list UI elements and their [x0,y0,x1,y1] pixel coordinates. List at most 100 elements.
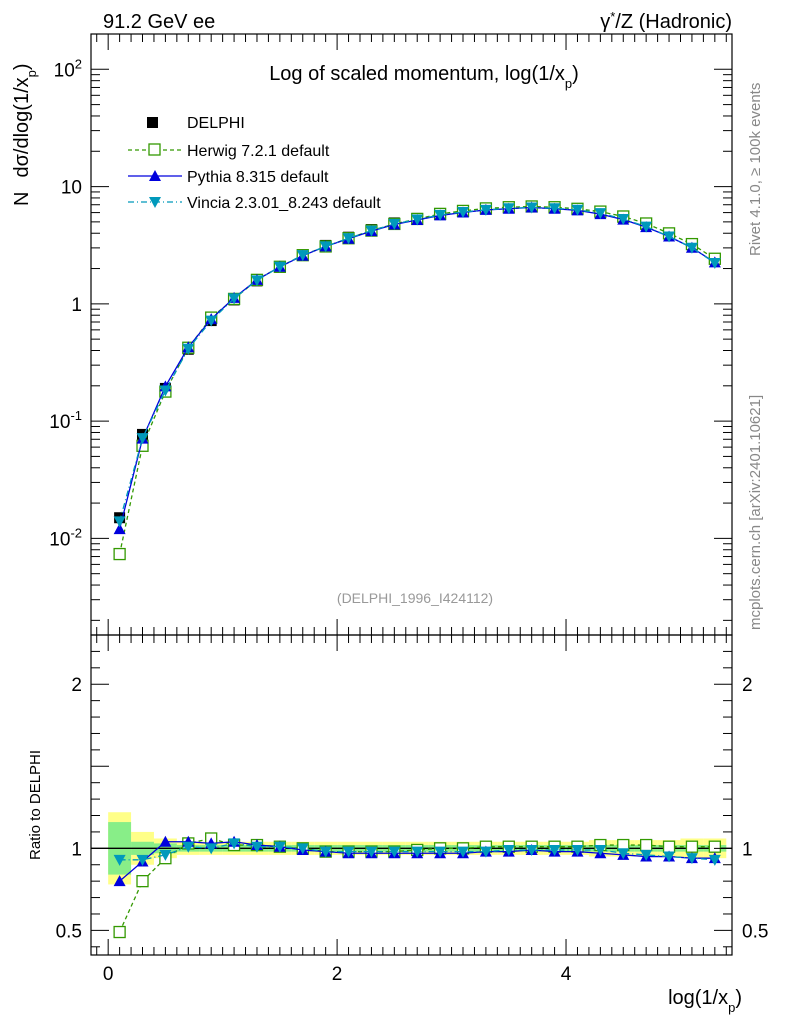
ratio-point-vincia [479,846,492,858]
y-axis-label: Ndσ/dlog(1/xp) [11,63,39,206]
ratio-point-vincia [502,844,515,856]
ratio-point-vincia [182,841,195,853]
ratio-tick-label-right: 2 [742,675,753,696]
legend-label-pythia: Pythia 8.315 default [187,169,329,186]
series-point-vincia [708,257,721,269]
ratio-plot-frame [90,634,733,956]
series-point-vincia [319,241,332,253]
ratio-tick-label-left: 2 [71,675,82,696]
series-point-vincia [434,209,447,221]
ratio-point-herwig [640,838,653,852]
ratio-point-vincia [296,843,309,855]
ratio-point-herwig [708,840,721,853]
ratio-point-vincia [319,846,332,858]
ratio-point-herwig [113,925,126,939]
ratio-point-herwig [685,840,699,853]
series-line-herwig [118,205,716,555]
analysis-watermark: (DELPHI_1996_I424112) [337,590,493,606]
ratio-point-vincia [571,844,584,856]
legend-label-herwig: Herwig 7.2.1 default [187,143,330,160]
series-point-vincia [205,315,218,327]
y-tick-label: 102 [54,56,82,81]
ratio-point-vincia [159,849,172,861]
series-point-vincia [250,275,263,287]
mcplots-label: mcplots.cern.ch [arXiv:2401.10621] [747,395,764,630]
ratio-point-vincia [113,854,126,866]
ratio-y-axis-label: Ratio to DELPHI [27,750,44,860]
ratio-point-vincia [365,846,378,858]
ratio-point-vincia [640,849,653,861]
series-point-vincia [273,261,286,273]
series-point-vincia [457,206,470,218]
ratio-point-pythia [113,875,126,887]
ratio-point-vincia [228,838,241,850]
y-tick-label: 10-2 [49,525,82,550]
ratio-point-vincia [388,846,401,858]
series-point-vincia [594,208,607,220]
energy-label: 91.2 GeV ee [103,11,215,33]
legend-label-delphi: DELPHI [187,115,245,132]
x-tick-label: 4 [561,964,572,985]
series-point-vincia [617,214,630,226]
series-point-vincia [411,214,424,226]
series-point-vincia [136,433,149,445]
series-point-vincia [685,242,698,254]
ratio-plot-area [91,812,732,939]
plot-title: Log of scaled momentum, log(1/xp) [269,63,579,91]
ratio-point-vincia [457,846,470,858]
ratio-point-vincia [273,841,286,853]
series-point-herwig [113,547,126,561]
ratio-point-vincia [685,853,698,865]
series-point-vincia [228,293,241,305]
series-line-vincia [118,206,716,522]
series-point-vincia [296,250,309,262]
y-tick-label: 10-1 [49,408,82,433]
ratio-point-vincia [136,854,149,866]
ratio-tick-label-left: 1 [71,839,82,860]
ratio-point-vincia [617,848,630,860]
ratio-point-vincia [525,844,538,856]
series-point-vincia [159,385,172,397]
series-point-vincia [479,204,492,216]
series-point-vincia [182,343,195,355]
y-tick-label: 1 [71,295,82,316]
legend: DELPHI Herwig 7.2.1 default Pythia 8.315… [128,115,381,212]
series-point-vincia [113,516,126,528]
series-point-vincia [640,221,653,233]
series-line-pythia [118,206,716,530]
series-point-vincia [525,202,538,214]
legend-marker-delphi [147,117,158,128]
series-point-vincia [548,203,561,215]
series-point-vincia [663,231,676,243]
legend-marker-vincia [149,197,161,208]
series-point-vincia [502,203,515,215]
ratio-point-vincia [342,846,355,858]
main-plot-area [113,200,721,561]
process-label: γ*/Z (Hadronic) [600,9,732,33]
ratio-point-vincia [548,844,561,856]
series-point-vincia [571,204,584,216]
x-tick-label: 2 [332,964,343,985]
ratio-point-vincia [250,841,263,853]
legend-marker-pythia [149,170,161,181]
series-point-vincia [342,233,355,245]
x-axis-label: log(1/xp) [668,987,742,1015]
x-tick-label: 0 [103,964,114,985]
ratio-point-vincia [205,843,218,855]
ratio-point-vincia [411,846,424,858]
ratio-point-pythia [159,835,172,847]
y-tick-label: 10 [61,178,82,199]
legend-label-vincia: Vincia 2.3.01_8.243 default [187,195,381,212]
ratio-point-vincia [663,851,676,863]
rivet-label: Rivet 4.1.0, ≥ 100k events [747,83,764,256]
axes: 0 2 4 10-2 10-1 1 10 102 0.5 0.5 1 1 2 2 [49,33,768,985]
series-point-vincia [365,225,378,237]
ratio-point-herwig [136,875,149,888]
ratio-point-vincia [594,844,607,856]
ratio-tick-label-right: 1 [742,839,753,860]
ratio-tick-label-left: 0.5 [56,921,82,942]
series-point-pythia [113,523,126,535]
legend-marker-herwig [148,143,161,156]
series-point-vincia [388,218,401,230]
